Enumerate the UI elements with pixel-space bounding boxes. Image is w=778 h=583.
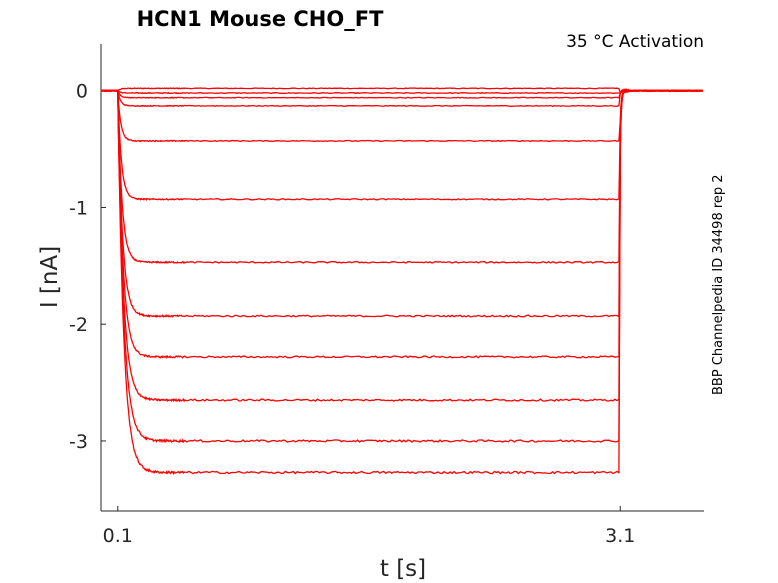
y-tick-label: -1 (69, 197, 88, 219)
y-tick-label: -2 (69, 314, 88, 336)
y-axis-label: I [nA] (37, 246, 63, 308)
chart-title: HCN1 Mouse CHO_FT (137, 7, 384, 31)
x-tick-label: 0.1 (103, 525, 133, 547)
current-trace (100, 88, 703, 359)
x-axis-label: t [s] (380, 556, 426, 582)
side-note: BBP Channelpedia ID 34498 rep 2 (711, 174, 726, 395)
x-ticks: 0.1 3.1 (103, 506, 635, 547)
chart-annotation: 35 °C Activation (566, 32, 704, 52)
current-trace (100, 88, 703, 108)
y-ticks: 0 -1 -2 -3 (69, 81, 106, 453)
y-tick-label: -3 (69, 431, 88, 453)
traces (100, 87, 704, 476)
current-trace (100, 88, 703, 318)
y-tick-label: 0 (76, 81, 88, 103)
x-tick-label: 3.1 (605, 525, 635, 547)
current-trace (100, 88, 703, 476)
current-trace (100, 88, 703, 99)
current-trace (101, 88, 703, 264)
current-trace (100, 88, 703, 95)
current-trace (100, 87, 703, 94)
current-trace (100, 89, 703, 444)
current-trace (100, 89, 704, 403)
